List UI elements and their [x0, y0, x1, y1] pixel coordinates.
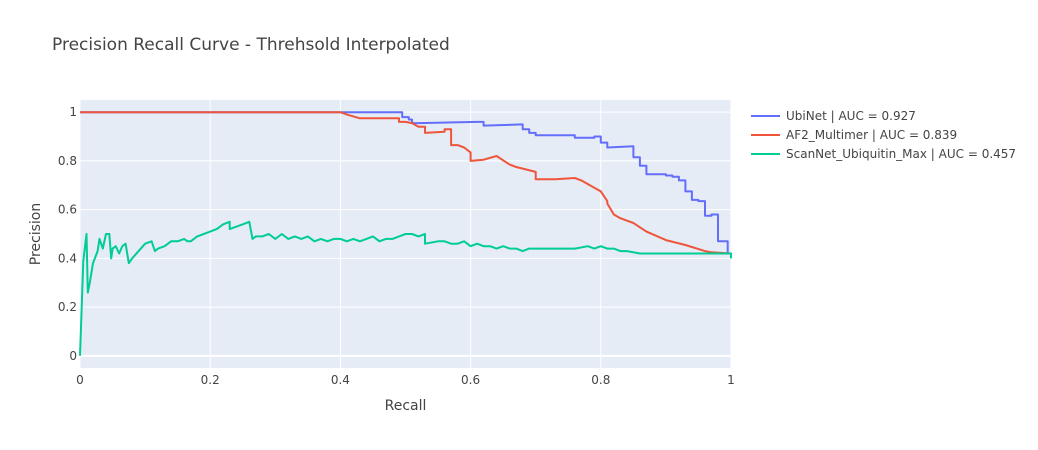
y-tick-label: 0.2: [58, 300, 77, 314]
axis-ticks: 0 0.2 0.4 0.6 0.8 1 0 0.2 0.4 0.6 0.8 1: [58, 105, 735, 387]
x-tick-label: 0.4: [331, 373, 350, 387]
y-tick-label: 0.4: [58, 251, 77, 265]
series-line-2: [80, 111, 732, 255]
chart-title: Precision Recall Curve - Threhsold Inter…: [52, 35, 450, 55]
x-tick-label: 0.2: [201, 373, 220, 387]
x-tick-label: 1: [727, 373, 735, 387]
series-line-1: [80, 111, 732, 256]
x-tick-label: 0: [76, 373, 84, 387]
y-tick-label: 0.6: [58, 203, 77, 217]
series-lines: [79, 111, 732, 356]
x-tick-label: 0.6: [461, 373, 480, 387]
y-tick-label: 1: [69, 105, 77, 119]
series-line-3: [79, 220, 732, 356]
y-axis-title: Precision: [28, 203, 44, 265]
x-tick-label: 0.8: [591, 373, 610, 387]
x-axis-title: Recall: [385, 398, 427, 414]
y-tick-label: 0: [69, 349, 77, 363]
grid-lines: [79, 100, 732, 368]
legend-label[interactable]: UbiNet | AUC = 0.927: [786, 109, 916, 123]
legend-label[interactable]: AF2_Multimer | AUC = 0.839: [786, 128, 957, 142]
legend-label[interactable]: ScanNet_Ubiquitin_Max | AUC = 0.457: [786, 147, 1016, 161]
legend[interactable]: UbiNet | AUC = 0.927 AF2_Multimer | AUC =…: [751, 109, 1016, 161]
y-tick-label: 0.8: [58, 154, 77, 168]
